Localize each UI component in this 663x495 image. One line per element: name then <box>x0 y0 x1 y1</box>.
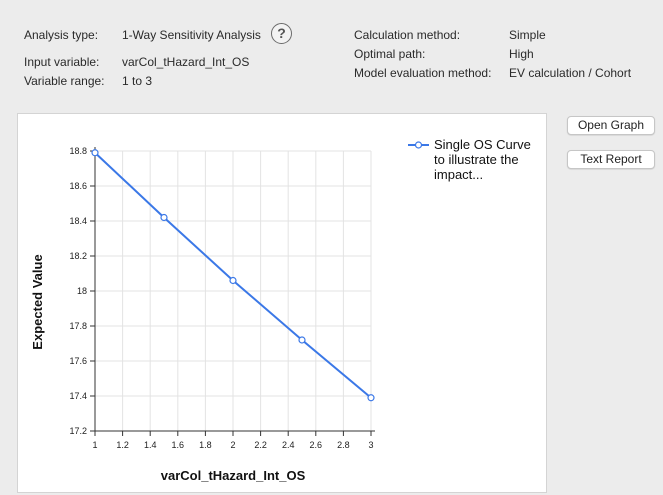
analysis-type-label: Analysis type: <box>24 28 99 42</box>
y-axis-label: Expected Value <box>30 254 45 349</box>
y-tick-label: 17.2 <box>69 426 87 436</box>
y-tick-label: 18.6 <box>69 181 87 191</box>
x-tick-label: 2.8 <box>337 440 350 450</box>
y-tick-label: 17.4 <box>69 391 87 401</box>
variable-range-label: Variable range: <box>24 74 105 88</box>
optimal-path-label: Optimal path: <box>354 47 426 61</box>
x-tick-label: 1 <box>92 440 97 450</box>
x-tick-label: 1.4 <box>144 440 157 450</box>
input-variable-label: Input variable: <box>24 55 100 69</box>
x-tick-label: 2.4 <box>282 440 295 450</box>
analysis-type-value: 1-Way Sensitivity Analysis <box>122 28 261 42</box>
help-icon: ? <box>277 25 286 41</box>
chart-grid <box>94 150 372 432</box>
open-graph-button[interactable]: Open Graph <box>567 116 655 135</box>
x-tick-label: 3 <box>368 440 373 450</box>
data-point <box>229 276 237 285</box>
calculation-method-label: Calculation method: <box>354 28 461 42</box>
y-ticks: 17.2 17.4 17.6 17.8 18 18.2 18.4 18.6 18.8 <box>69 146 95 436</box>
chart-panel: 1 1.2 1.4 1.6 1.8 2 2.2 2.4 2.6 2.8 3 17.2 17.4 17.6… <box>17 113 547 493</box>
y-tick-label: 17.6 <box>69 356 87 366</box>
legend-marker <box>414 141 423 149</box>
data-point <box>91 149 99 157</box>
y-tick-label: 18.8 <box>69 146 87 156</box>
data-point <box>160 213 168 222</box>
y-tick-label: 18.4 <box>69 216 87 226</box>
data-point <box>298 336 306 344</box>
data-point <box>367 394 375 402</box>
x-tick-label: 2 <box>230 440 235 450</box>
x-tick-label: 1.2 <box>116 440 129 450</box>
help-button[interactable]: ? <box>271 23 292 44</box>
x-tick-label: 2.2 <box>254 440 267 450</box>
x-tick-label: 1.8 <box>199 440 212 450</box>
y-tick-label: 17.8 <box>69 321 87 331</box>
input-variable-value: varCol_tHazard_Int_OS <box>122 55 250 69</box>
legend-label: Single OS Curve to illustrate the impact..… <box>434 137 531 182</box>
optimal-path-value: High <box>509 47 534 61</box>
model-evaluation-label: Model evaluation method: <box>354 66 492 80</box>
text-report-button[interactable]: Text Report <box>567 150 655 169</box>
calculation-method-value: Simple <box>509 28 546 42</box>
y-tick-label: 18 <box>77 286 87 296</box>
x-ticks: 1 1.2 1.4 1.6 1.8 2 2.2 2.4 2.6 2.8 3 <box>92 431 374 450</box>
variable-range-value: 1 to 3 <box>122 74 153 88</box>
sensitivity-chart: 1 1.2 1.4 1.6 1.8 2 2.2 2.4 2.6 2.8 3 17.2 17.4 17.6… <box>30 137 531 483</box>
y-tick-label: 18.2 <box>69 251 87 261</box>
chart-axes <box>94 147 375 432</box>
chart-series <box>91 149 375 402</box>
x-tick-label: 2.6 <box>310 440 323 450</box>
x-axis-label: varCol_tHazard_Int_OS <box>161 468 306 483</box>
model-evaluation-value: EV calculation / Cohort <box>509 66 632 80</box>
x-tick-label: 1.6 <box>172 440 185 450</box>
chart-legend: Single OS Curve to illustrate the impact..… <box>408 137 531 182</box>
